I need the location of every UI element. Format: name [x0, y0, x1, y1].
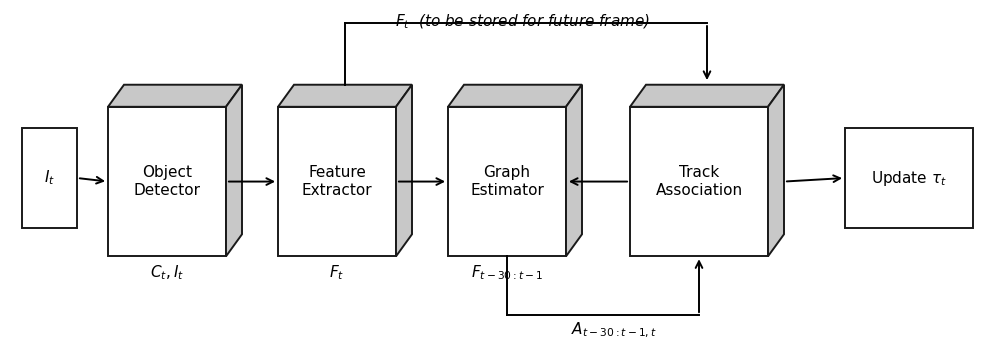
Text: Update $\tau_t$: Update $\tau_t$	[871, 168, 947, 188]
Polygon shape	[845, 128, 973, 228]
Text: $F_t$: $F_t$	[329, 263, 345, 282]
Polygon shape	[630, 107, 768, 256]
Polygon shape	[278, 107, 396, 256]
Text: $F_t$  (to be stored for future frame): $F_t$ (to be stored for future frame)	[395, 12, 650, 31]
Text: $I_t$: $I_t$	[44, 169, 55, 187]
Polygon shape	[566, 85, 582, 256]
Text: Track
Association: Track Association	[655, 165, 743, 198]
Polygon shape	[448, 85, 582, 107]
Text: Feature
Extractor: Feature Extractor	[302, 165, 372, 198]
Polygon shape	[108, 107, 226, 256]
Text: $A_{t-30:t-1,t}$: $A_{t-30:t-1,t}$	[571, 320, 657, 340]
Polygon shape	[22, 128, 77, 228]
Polygon shape	[278, 85, 412, 107]
Text: Object
Detector: Object Detector	[133, 165, 200, 198]
Polygon shape	[108, 85, 242, 107]
Text: Graph
Estimator: Graph Estimator	[470, 165, 544, 198]
Polygon shape	[396, 85, 412, 256]
Polygon shape	[226, 85, 242, 256]
Text: $F_{t-30:t-1}$: $F_{t-30:t-1}$	[471, 263, 543, 282]
Polygon shape	[768, 85, 784, 256]
Polygon shape	[630, 85, 784, 107]
Polygon shape	[448, 107, 566, 256]
Text: $C_t, I_t$: $C_t, I_t$	[150, 263, 184, 282]
